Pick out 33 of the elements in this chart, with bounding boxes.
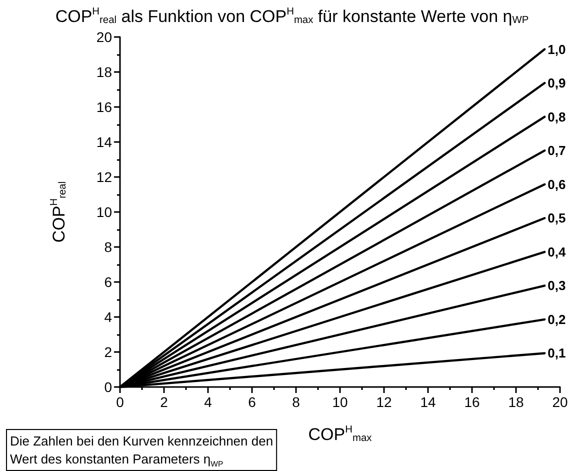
x-tick-label: 14 xyxy=(420,394,436,410)
y-tick-label: 18 xyxy=(96,64,112,80)
series-label: 0,3 xyxy=(548,278,566,294)
y-tick-label: 6 xyxy=(104,274,112,290)
y-tick-label: 0 xyxy=(104,379,112,395)
x-tick-label: 10 xyxy=(332,394,348,410)
x-tick-label: 20 xyxy=(552,394,568,410)
y-tick-label: 4 xyxy=(104,309,112,325)
y-tick-label: 2 xyxy=(104,344,112,360)
series-label: 0,4 xyxy=(548,244,566,260)
y-tick-label: 10 xyxy=(96,204,112,220)
x-tick-label: 12 xyxy=(376,394,392,410)
y-tick-label: 8 xyxy=(104,239,112,255)
series-label: 0,7 xyxy=(548,143,566,158)
y-tick-label: 20 xyxy=(96,29,112,45)
x-tick-label: 2 xyxy=(160,394,168,410)
series-label: 0,1 xyxy=(548,346,566,361)
series-label: 0,5 xyxy=(548,210,566,226)
x-tick-label: 6 xyxy=(248,394,256,410)
x-tick-label: 4 xyxy=(204,394,212,410)
series-label: 0,9 xyxy=(548,76,566,91)
series-label: 0,2 xyxy=(548,312,566,327)
y-tick-label: 14 xyxy=(96,134,112,150)
series-label: 0,6 xyxy=(548,176,566,192)
x-tick-label: 0 xyxy=(116,394,124,410)
y-tick-label: 16 xyxy=(96,99,112,115)
x-tick-label: 18 xyxy=(508,394,524,410)
y-axis-title: COPHreal xyxy=(49,181,68,243)
series-label: 0,8 xyxy=(548,109,566,124)
series-label: 1,0 xyxy=(548,42,566,57)
x-tick-label: 8 xyxy=(292,394,300,410)
x-tick-label: 16 xyxy=(464,394,480,410)
y-tick-label: 12 xyxy=(96,169,112,185)
